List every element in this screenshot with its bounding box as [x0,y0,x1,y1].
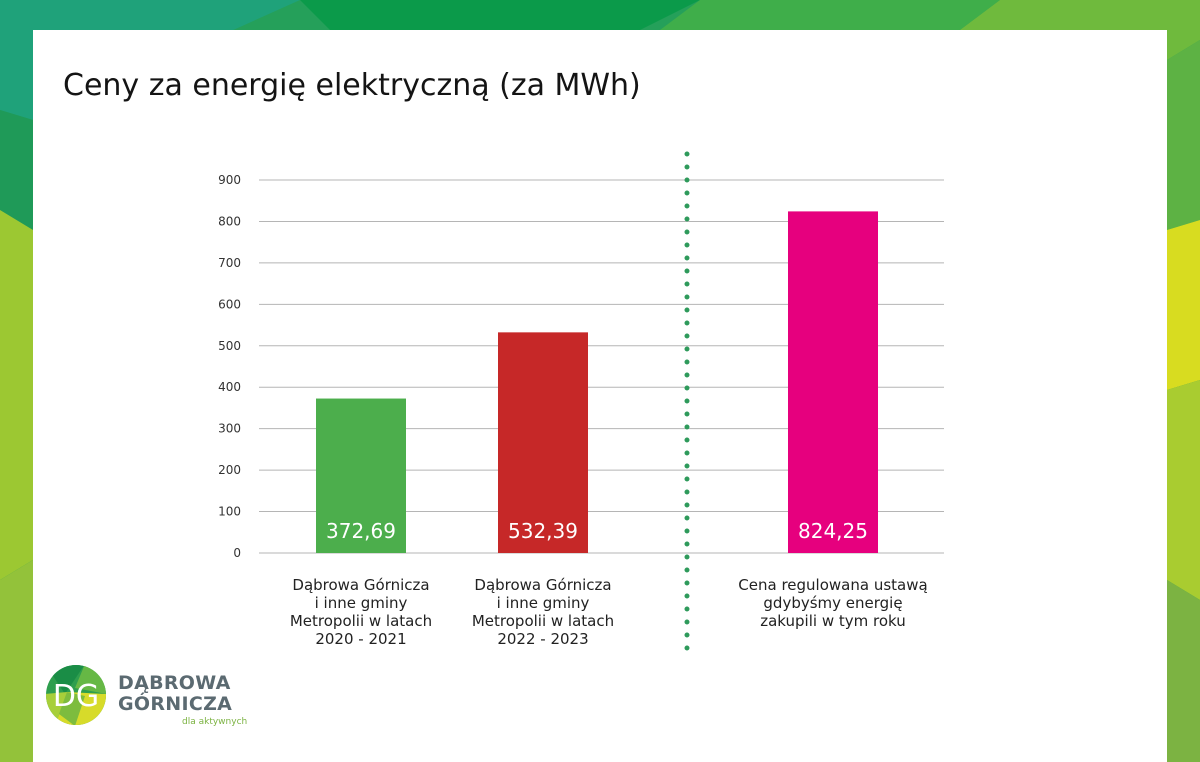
bar [498,332,588,553]
x-category-label-line: Metropolii w latach [471,612,615,630]
bar-value-label: 532,39 [508,519,578,543]
x-category-label-line: Dąbrowa Górnicza [474,576,612,594]
y-tick-label: 0 [233,546,241,560]
y-tick-label: 700 [218,256,241,270]
y-tick-label: 200 [218,463,241,477]
x-category-label-line: 2022 - 2023 [497,630,589,648]
y-tick-label: 100 [218,505,241,519]
y-tick-label: 400 [218,380,241,394]
y-axis-ticks: 0 100 200 300 400 500 600 700 800 900 [218,173,241,560]
x-category-label: Cena regulowana ustawą gdybyśmy energię za… [733,576,933,630]
content-card: Ceny za energię elektryczną (za MWh) 0 10… [33,30,1167,762]
logo-name-line1: DĄBROWA [118,672,231,694]
y-tick-label: 900 [218,173,241,187]
x-category-label-line: Metropolii w latach [289,612,433,630]
x-category-label-line: i inne gminy [314,594,408,612]
bars [316,211,878,553]
y-tick-label: 500 [218,339,241,353]
x-category-label-line: Cena regulowana ustawą [738,576,928,594]
x-category-label-line: i inne gminy [496,594,590,612]
logo-tagline: dla aktywnych [182,717,248,727]
x-category-label-line: 2020 - 2021 [315,630,407,648]
x-category-label-line: gdybyśmy energię [763,594,903,612]
x-category-label: Dąbrowa Górnicza i inne gminy Metropolii w… [443,576,643,648]
logo: DG DĄBROWA GÓRNICZA dla aktywnych [45,664,255,730]
bar-value-labels: 372,69 532,39 824,25 [326,519,868,543]
bar-value-label: 372,69 [326,519,396,543]
bar-chart: 0 100 200 300 400 500 600 700 800 900 372,69 532,3… [218,151,944,661]
y-tick-label: 300 [218,422,241,436]
x-category-label: Dąbrowa Górnicza i inne gminy Metropolii w… [261,576,461,648]
x-category-label-line: zakupili w tym roku [760,612,906,630]
logo-name-line2: GÓRNICZA [118,693,233,715]
x-category-label-line: Dąbrowa Górnicza [292,576,430,594]
chart-title: Ceny za energię elektryczną (za MWh) [63,68,641,103]
svg-text:DG: DG [53,679,99,714]
logo-mark-icon: DG [46,665,106,725]
bar [316,398,406,553]
bar-value-label: 824,25 [798,519,868,543]
y-tick-label: 600 [218,297,241,311]
bar [788,211,878,553]
y-tick-label: 800 [218,214,241,228]
